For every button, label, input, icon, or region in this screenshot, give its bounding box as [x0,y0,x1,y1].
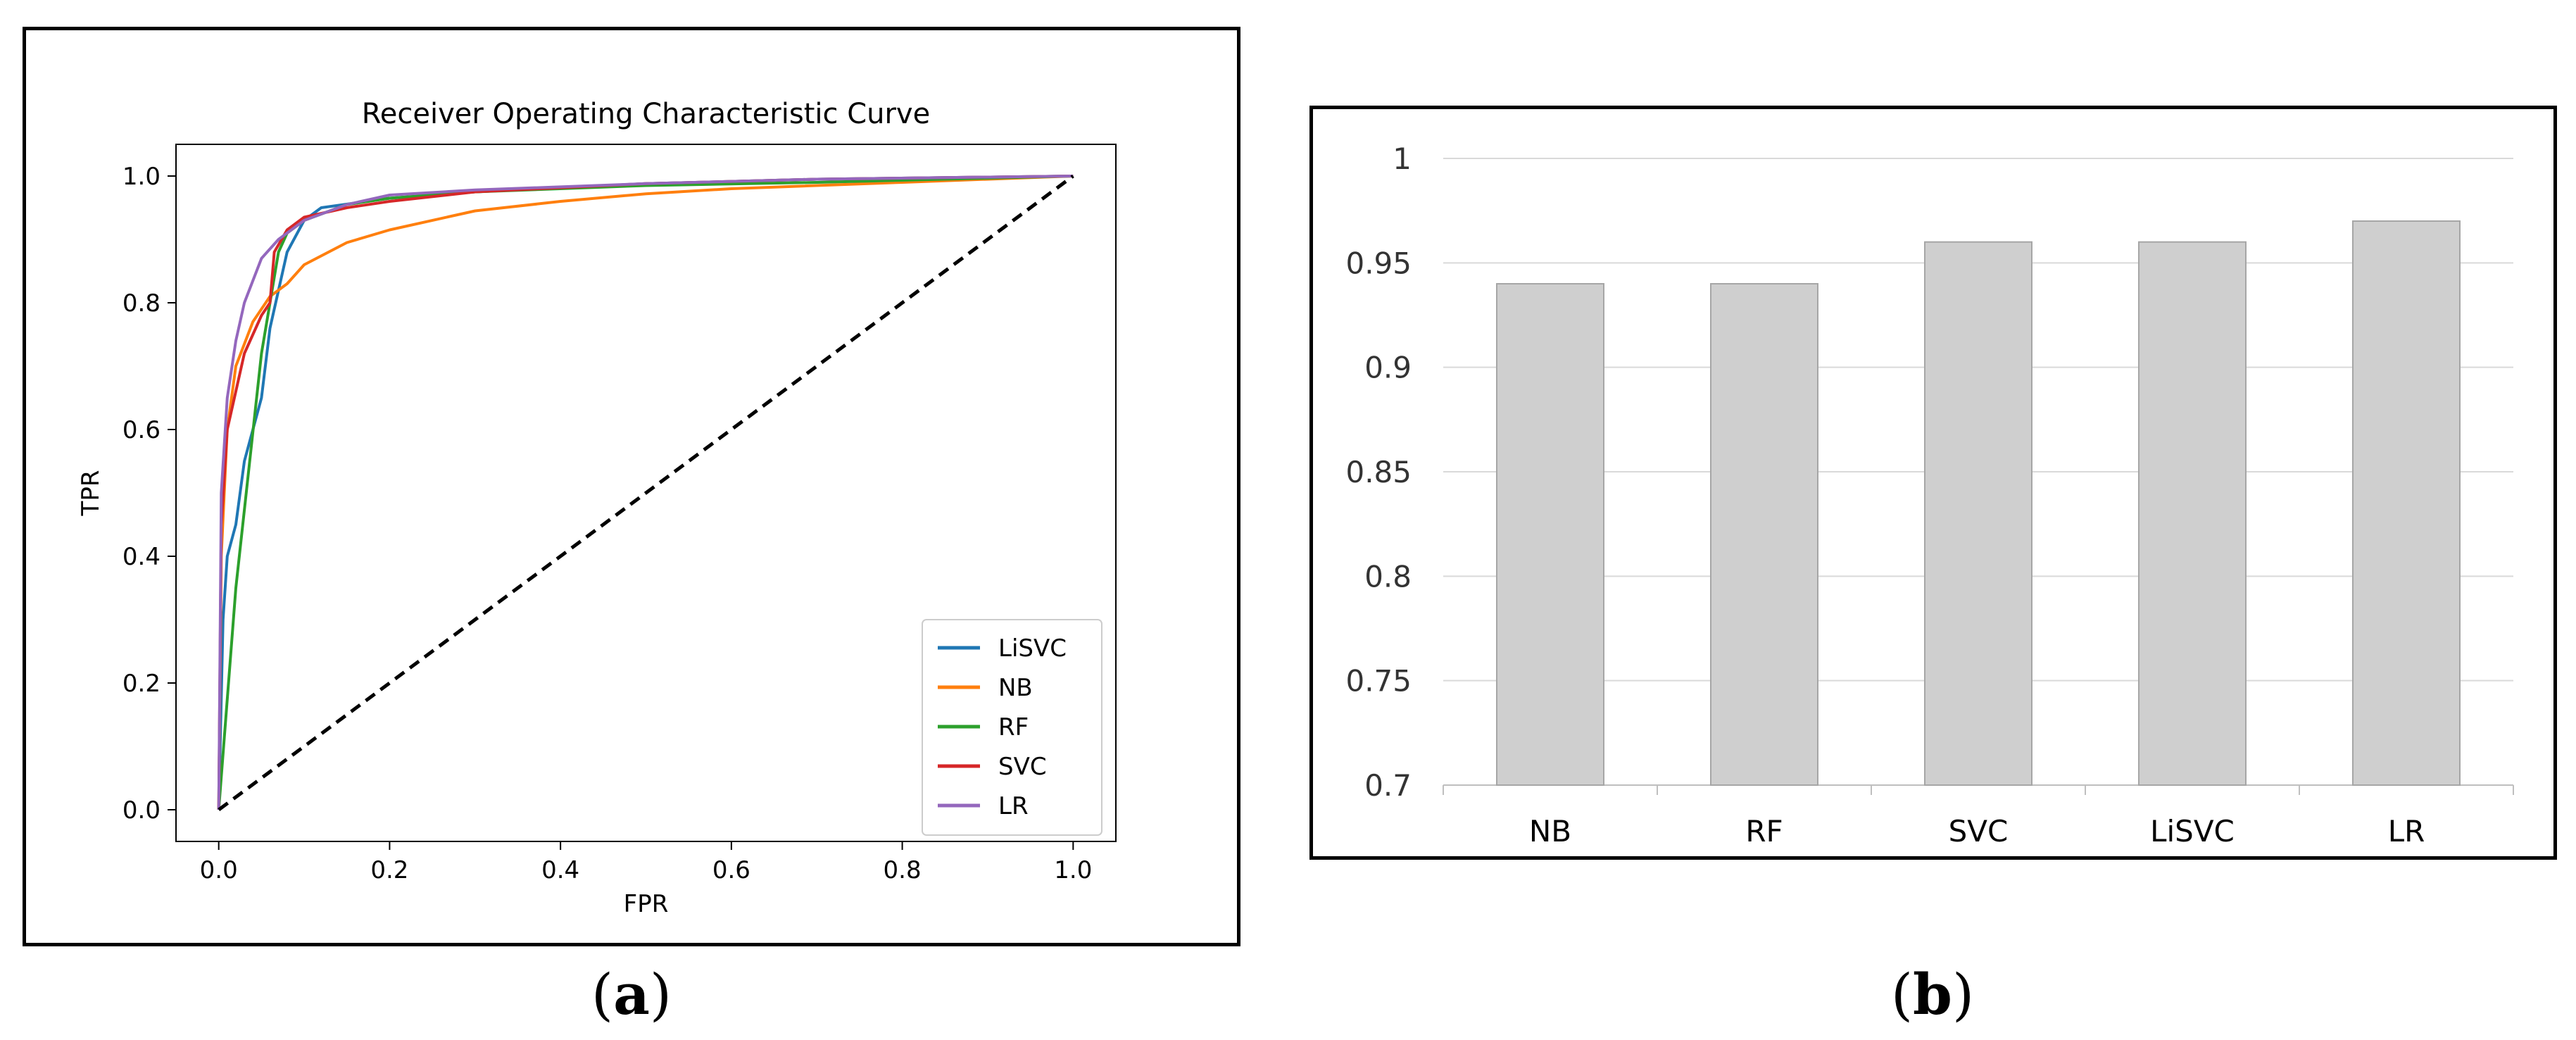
legend-label: NB [998,674,1033,702]
y-tick-label: 1 [1393,142,1412,176]
x-tick-label: 0.4 [541,856,579,884]
chance-diagonal-line [218,174,1074,812]
legend-label: RF [998,713,1029,741]
roc-title: Receiver Operating Characteristic Curve [362,98,930,130]
y-tick-label: 0.0 [122,796,161,825]
bar-nb [1496,283,1604,786]
bar-rf [1710,283,1818,786]
y-axis-label: TPR [77,470,105,517]
y-tick-label: 0.6 [122,416,161,444]
series-line-nb [217,175,1074,810]
x-tick-label: 0.2 [370,856,408,884]
x-tick-label: 1.0 [1054,856,1092,884]
y-tick-label: 0.75 [1345,664,1412,698]
x-tick-label: NB [1529,814,1571,848]
legend-label: LiSVC [998,634,1067,663]
y-tick-label: 0.2 [122,670,161,698]
y-tick-label: 0.9 [1364,351,1412,385]
y-tick-label: 0.85 [1345,455,1412,489]
y-tick-label: 0.7 [1364,768,1412,803]
x-tick-label: 0.0 [200,856,238,884]
legend-label: LR [998,792,1029,820]
y-tick-label: 0.95 [1345,246,1412,280]
x-tick-label: 0.6 [712,856,750,884]
y-tick-label: 0.8 [122,289,161,318]
plot-area-border [175,144,1117,842]
y-tick-label: 0.4 [122,543,161,571]
bar-lisvc [2138,241,2247,786]
x-tick-label: SVC [1949,814,2009,848]
series-line-lr [217,175,1074,810]
legend-box [922,619,1102,836]
x-tick-label: LR [2388,814,2425,848]
y-tick-label: 1.0 [122,163,161,191]
caption-a: (a) [591,961,672,1027]
bar-lr [2352,220,2461,786]
x-tick-label: LiSVC [2150,814,2235,848]
x-tick-label: RF [1745,814,1783,848]
y-tick-label: 0.8 [1364,559,1412,594]
caption-b-letter: b [1913,961,1952,1027]
bar-svc [1924,241,2032,786]
x-axis-label: FPR [624,890,669,918]
x-tick-label: 0.8 [884,856,922,884]
caption-b: (b) [1890,961,1975,1027]
legend-label: SVC [998,753,1047,781]
caption-a-letter: a [613,961,650,1027]
